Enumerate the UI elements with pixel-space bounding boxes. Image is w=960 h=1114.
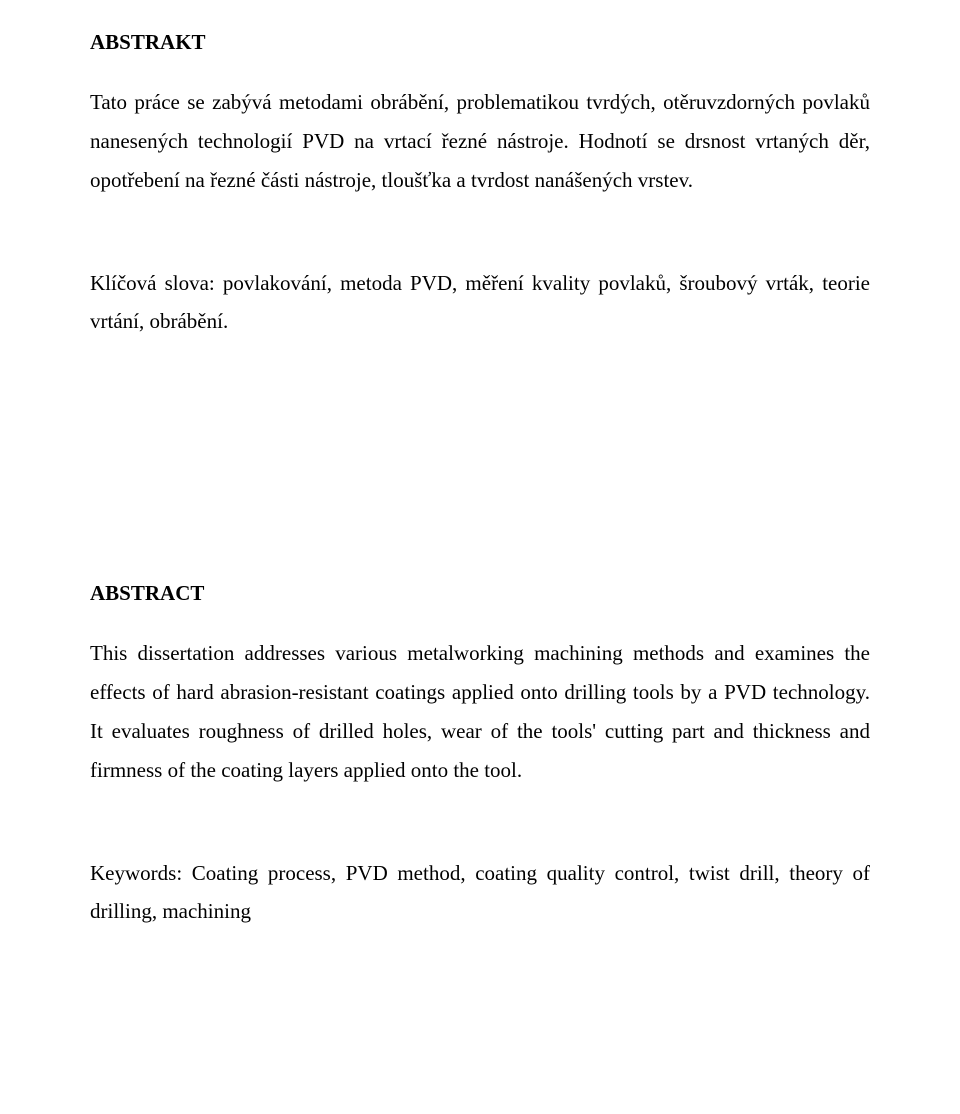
abstract-heading-cz: ABSTRAKT	[90, 30, 870, 55]
abstract-heading-en: ABSTRACT	[90, 581, 870, 606]
keywords-cz: Klíčová slova: povlakování, metoda PVD, …	[90, 264, 870, 342]
abstract-paragraph-cz: Tato práce se zabývá metodami obrábění, …	[90, 83, 870, 200]
keywords-en: Keywords: Coating process, PVD method, c…	[90, 854, 870, 932]
abstract-paragraph-en: This dissertation addresses various meta…	[90, 634, 870, 789]
